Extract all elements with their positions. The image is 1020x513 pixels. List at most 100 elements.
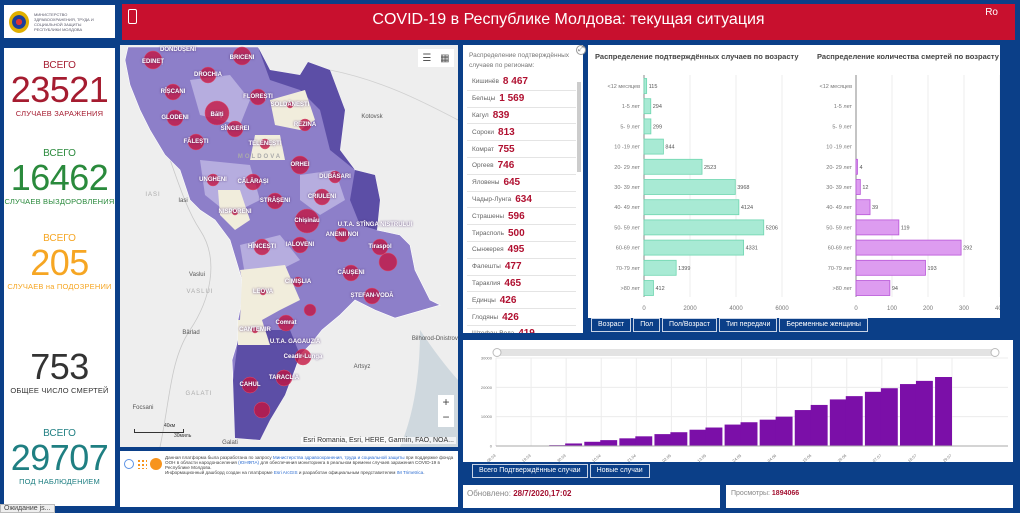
case-bubble[interactable] [259, 288, 267, 296]
bar[interactable] [643, 158, 703, 175]
timeline-bar[interactable] [600, 440, 618, 446]
map-attribution[interactable]: Esri Romania, Esri, HERE, Garmin, FAO, N… [301, 437, 456, 444]
case-bubble[interactable] [303, 303, 317, 317]
case-bubble[interactable] [298, 118, 312, 132]
timeline-bar[interactable] [794, 410, 812, 446]
expand-icon[interactable]: ⤢ [576, 45, 586, 55]
region-list-item[interactable]: Страшены 596 [467, 208, 576, 226]
case-bubble[interactable] [249, 88, 267, 106]
case-bubble[interactable] [294, 348, 312, 366]
age-tab-4[interactable]: Беременные женщины [779, 318, 868, 332]
timeline-bar[interactable] [759, 419, 777, 446]
bar[interactable] [855, 219, 900, 236]
timeline-bar[interactable] [654, 434, 672, 446]
mobile-phone-icon[interactable] [128, 9, 137, 24]
timeline-bar[interactable] [565, 443, 583, 446]
timeline-bar[interactable] [635, 436, 653, 446]
map[interactable]: EDINEȚ BRICENI DROCHIA RÎȘCANI FLOREȘTI SOLDĂ… [120, 45, 458, 447]
case-bubble[interactable] [363, 287, 381, 305]
timeline-bar[interactable] [845, 396, 863, 446]
age-tab-0[interactable]: Возраст [591, 318, 632, 332]
bar[interactable] [643, 259, 677, 276]
case-bubble[interactable] [292, 276, 304, 288]
timeline-bar[interactable] [619, 438, 637, 446]
case-bubble[interactable] [199, 66, 217, 84]
range-slider-track[interactable] [496, 349, 996, 356]
region-list-item[interactable]: Глодяны 426 [467, 309, 576, 326]
bar[interactable] [643, 78, 648, 94]
timeline-bar[interactable] [670, 432, 688, 446]
ministry-link[interactable]: Министерства здравоохранения, труда и со… [272, 455, 405, 460]
case-bubble[interactable] [244, 173, 262, 191]
timeline-bar[interactable] [899, 384, 917, 446]
case-bubble[interactable] [253, 238, 271, 256]
region-list-item[interactable]: Комрат 755 [467, 141, 576, 158]
zoom-in-button[interactable]: + [442, 395, 450, 409]
case-bubble[interactable] [286, 101, 294, 109]
timeline-bar[interactable] [829, 399, 847, 446]
case-bubble[interactable] [291, 236, 309, 254]
bar[interactable] [643, 179, 736, 195]
case-bubble[interactable] [313, 188, 331, 206]
bar[interactable] [855, 280, 891, 296]
case-bubble[interactable] [334, 227, 350, 243]
case-bubble[interactable] [164, 83, 182, 101]
bar[interactable] [855, 158, 858, 175]
case-bubbles[interactable] [143, 46, 398, 419]
bar[interactable] [643, 219, 765, 236]
timeline-bar[interactable] [740, 422, 758, 446]
bar[interactable] [855, 259, 926, 276]
region-list-scrollbar[interactable] [577, 82, 581, 172]
region-list-item[interactable]: Тирасполь 500 [467, 225, 576, 242]
region-list-item[interactable]: Штефан-Водэ 419 [467, 326, 576, 333]
timeline-bar[interactable] [689, 429, 707, 446]
case-bubble[interactable] [241, 376, 259, 394]
case-bubble[interactable] [371, 238, 389, 256]
case-bubble[interactable] [204, 100, 230, 126]
age-tab-2[interactable]: Пол/Возраст [662, 318, 718, 332]
timeline-bar[interactable] [935, 377, 952, 446]
timeline-bar[interactable] [880, 388, 898, 446]
bar[interactable] [643, 199, 740, 216]
region-list-item[interactable]: Сороки 813 [467, 124, 576, 142]
case-bubble[interactable] [187, 133, 205, 151]
case-bubble[interactable] [206, 173, 220, 187]
region-list-item[interactable]: Чадыр-Лунга 634 [467, 192, 576, 209]
bar[interactable] [643, 98, 652, 115]
timeline-bar[interactable] [705, 427, 723, 446]
age-tab-1[interactable]: Пол [633, 318, 661, 332]
case-bubble[interactable] [277, 314, 295, 332]
case-bubble[interactable] [275, 369, 293, 387]
unfpa-link[interactable]: (ЮНФПА) [238, 460, 260, 465]
region-list-item[interactable]: Бельцы 1 569 [467, 91, 576, 108]
range-slider-handle-left[interactable] [492, 348, 502, 357]
case-bubble[interactable] [259, 138, 271, 150]
region-list-item[interactable]: Сынжерея 495 [467, 242, 576, 259]
timeline-bar[interactable] [864, 391, 882, 446]
timeline-bar[interactable] [775, 416, 793, 446]
timeline-bar[interactable] [915, 380, 933, 446]
case-bubble[interactable] [342, 264, 360, 282]
case-bubble[interactable] [294, 208, 320, 234]
region-list-item[interactable]: Кагул 839 [467, 108, 576, 125]
timeline-bar[interactable] [810, 404, 828, 446]
case-bubble[interactable] [253, 401, 271, 419]
timeline-tab-1[interactable]: Новые случаи [589, 464, 650, 478]
case-bubble[interactable] [143, 50, 163, 70]
region-list-item[interactable]: Кишинёв 8 467 [467, 74, 576, 91]
age-tab-3[interactable]: Тип передачи [719, 318, 778, 332]
timeline-bar[interactable] [724, 424, 742, 446]
case-bubble[interactable] [266, 192, 284, 210]
timeline-tab-0[interactable]: Всего Подтверждённые случаи [472, 464, 588, 478]
bar[interactable] [643, 280, 654, 296]
case-bubble[interactable] [232, 46, 252, 66]
region-list[interactable]: Кишинёв 8 467 Бельцы 1 569 Кагул 839 Сороки 813… [463, 74, 583, 333]
basemap-gallery-icon[interactable]: ▦ [440, 52, 450, 64]
legend-icon[interactable]: ☰ [422, 52, 432, 64]
region-list-item[interactable]: Фалешты 477 [467, 259, 576, 276]
bar[interactable] [855, 239, 962, 256]
region-list-item[interactable]: Оргеев 746 [467, 158, 576, 175]
bar[interactable] [855, 199, 871, 216]
case-bubble[interactable] [226, 120, 244, 138]
case-bubble[interactable] [166, 109, 184, 127]
